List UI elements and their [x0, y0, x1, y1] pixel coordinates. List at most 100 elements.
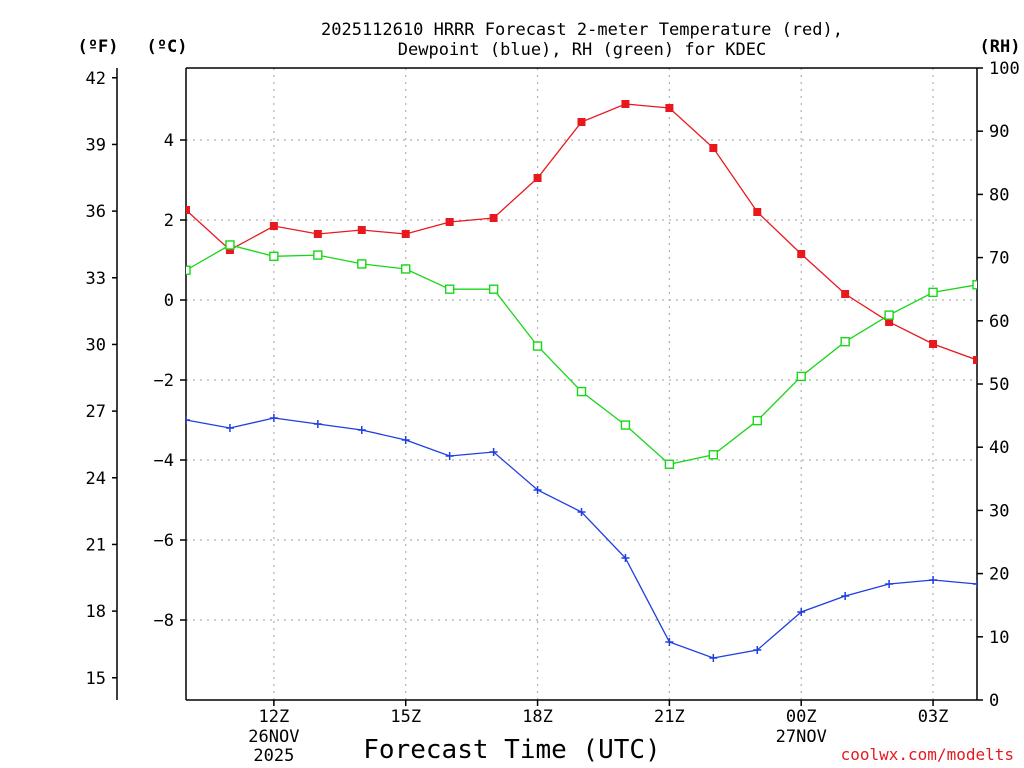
rh-tick-label: 10: [989, 628, 1009, 648]
dewpoint-point: [841, 592, 850, 600]
dewpoint-point: [225, 424, 234, 432]
rh-point: [532, 341, 543, 351]
fahrenheit-tick-label: 18: [86, 602, 106, 622]
rh-tick-label: 100: [989, 59, 1020, 79]
rh-tick-label: 40: [989, 438, 1009, 458]
rh-point: [884, 310, 894, 320]
rh-point: [928, 287, 938, 298]
dewpoint-point: [445, 452, 454, 460]
temperature-point: [186, 206, 190, 214]
celsius-tick-label: −8: [154, 611, 174, 631]
temperature-point: [313, 230, 322, 238]
x-tick-label: 00Z: [786, 707, 817, 727]
temperature-point: [225, 246, 234, 254]
data-series: [186, 100, 977, 662]
rh-point: [488, 284, 499, 294]
rh-point: [840, 336, 850, 347]
dewpoint-line: [186, 417, 977, 659]
rh-point: [576, 386, 587, 397]
dewpoint-point: [401, 436, 410, 444]
rh-point: [269, 251, 279, 262]
chart-title-line-1: 2025112610 HRRR Forecast 2-meter Tempera…: [321, 20, 843, 40]
fahrenheit-tick-label: 30: [86, 335, 106, 355]
x-tick-label: 15Z: [390, 707, 421, 727]
temperature-point: [269, 222, 278, 230]
temperature-point: [885, 318, 894, 326]
temperature-point: [797, 250, 806, 258]
fahrenheit-tick-label: 15: [86, 669, 106, 689]
dewpoint-point: [489, 448, 498, 456]
temperature-point: [401, 230, 410, 238]
rh-point: [972, 280, 977, 290]
temperature-point: [929, 340, 938, 348]
dewpoint-point: [357, 426, 366, 434]
celsius-tick-label: −2: [154, 371, 174, 391]
fahrenheit-tick-label: 42: [86, 69, 106, 89]
temperature-point: [357, 226, 366, 234]
fahrenheit-tick-label: 24: [86, 469, 106, 489]
temperature-point: [577, 118, 586, 126]
celsius-unit-label: (ºC): [147, 37, 188, 57]
celsius-tick-label: −4: [154, 451, 174, 471]
rh-tick-label: 80: [989, 185, 1009, 205]
rh-unit-label: (RH): [980, 37, 1021, 57]
x-tick-date-label: 27NOV: [776, 727, 827, 747]
dewpoint-point: [885, 580, 894, 588]
celsius-tick-label: 0: [164, 291, 174, 311]
rh-point: [752, 415, 762, 426]
x-tick-year-label: 2025: [253, 746, 294, 766]
dewpoint-point: [753, 646, 762, 654]
rh-point: [357, 259, 367, 269]
rh-point: [444, 284, 455, 294]
rh-point: [225, 240, 235, 250]
celsius-tick-label: 4: [164, 131, 174, 151]
x-tick-label: 21Z: [654, 707, 685, 727]
rh-point: [664, 459, 675, 469]
temperature-point: [841, 290, 850, 298]
temperature-point: [753, 208, 762, 216]
rh-point: [186, 265, 191, 275]
rh-point: [313, 250, 323, 260]
dewpoint-point: [533, 486, 542, 494]
dewpoint-point: [709, 654, 718, 662]
dewpoint-point: [621, 554, 630, 562]
rh-point: [401, 264, 411, 274]
x-tick-label: 12Z: [259, 707, 290, 727]
temperature-point: [973, 356, 977, 364]
temperature-line: [186, 103, 977, 361]
dewpoint-point: [797, 608, 806, 616]
dewpoint-point: [313, 420, 322, 428]
rh-tick-label: 60: [989, 312, 1009, 332]
dewpoint-point: [186, 416, 190, 424]
x-tick-label: 03Z: [918, 707, 949, 727]
rh-line: [186, 244, 977, 466]
x-tick-date-label: 26NOV: [248, 727, 299, 747]
rh-point: [620, 420, 631, 430]
fahrenheit-tick-label: 39: [86, 135, 106, 155]
dewpoint-point: [929, 576, 938, 584]
fahrenheit-tick-label: 21: [86, 535, 106, 555]
x-tick-label: 18Z: [522, 707, 553, 727]
temperature-point: [489, 214, 498, 222]
fahrenheit-tick-label: 27: [86, 402, 106, 422]
rh-tick-label: 90: [989, 122, 1009, 142]
rh-tick-label: 20: [989, 565, 1009, 585]
credit-text: coolwx.com/modelts: [841, 745, 1014, 764]
rh-point: [708, 450, 719, 460]
rh-tick-label: 30: [989, 501, 1009, 521]
rh-point: [796, 371, 806, 382]
rh-tick-label: 0: [989, 691, 999, 711]
temperature-point: [621, 100, 630, 108]
chart-title-line-2: Dewpoint (blue), RH (green) for KDEC: [398, 40, 766, 60]
dewpoint-point: [269, 414, 278, 422]
dewpoint-point: [973, 580, 977, 588]
fahrenheit-tick-label: 33: [86, 269, 106, 289]
temperature-point: [445, 218, 454, 226]
rh-tick-label: 70: [989, 249, 1009, 269]
dewpoint-point: [665, 638, 674, 646]
rh-tick-label: 50: [989, 375, 1009, 395]
fahrenheit-tick-label: 36: [86, 202, 106, 222]
dewpoint-point: [577, 508, 586, 516]
temperature-point: [665, 104, 674, 112]
